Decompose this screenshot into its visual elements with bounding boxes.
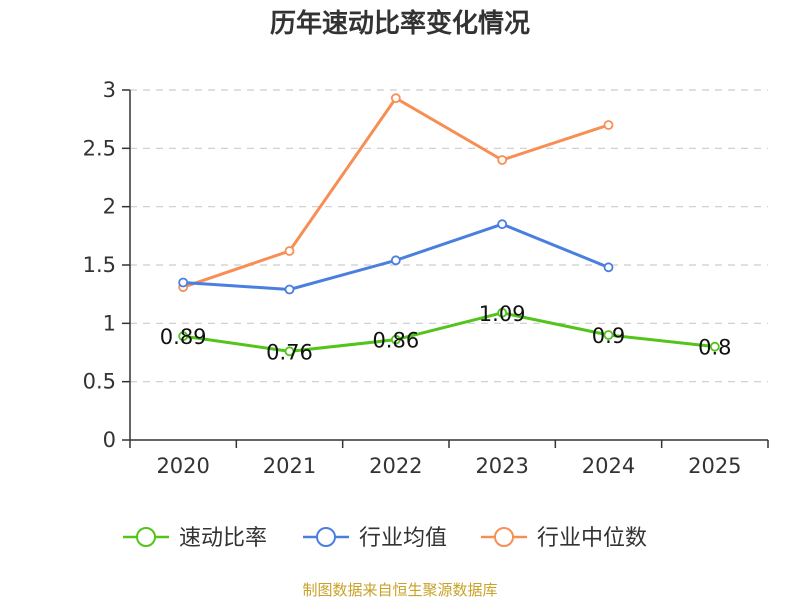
data-label: 1.09 <box>479 302 526 326</box>
data-label: 0.8 <box>698 336 731 360</box>
chart-title: 历年速动比率变化情况 <box>270 8 530 39</box>
series-lines <box>178 93 720 357</box>
y-tick-label: 2 <box>103 195 116 219</box>
y-tick-label: 3 <box>103 78 116 102</box>
legend-label: 速动比率 <box>179 526 267 551</box>
legend: 速动比率 行业均值 行业中位数 <box>123 526 647 551</box>
series-point-0 <box>390 334 401 345</box>
series-line-0 <box>182 311 715 353</box>
series-point-0 <box>709 341 720 352</box>
x-tick-label: 2020 <box>156 454 209 478</box>
series-point-0 <box>284 346 295 357</box>
legend-item-2[interactable]: 行业中位数 <box>481 526 647 551</box>
series-point-1 <box>178 277 189 288</box>
x-tick-label: 2025 <box>688 454 741 478</box>
data-label: 0.86 <box>372 329 419 353</box>
legend-marker-icon <box>316 527 336 547</box>
legend-marker-icon <box>136 527 156 547</box>
series-point-2 <box>603 120 614 130</box>
series-point-0 <box>603 330 614 340</box>
series-point-1 <box>284 284 295 295</box>
series-point-2 <box>390 93 401 104</box>
source-note: 制图数据来自恒生聚源数据库 <box>302 581 497 599</box>
legend-item-1[interactable]: 行业均值 <box>303 526 447 551</box>
legend-label: 行业中位数 <box>537 526 647 551</box>
x-tick-label: 2023 <box>475 454 528 478</box>
data-labels: 0.89 0.76 0.86 1.09 0.9 0.8 <box>160 302 732 365</box>
legend-item-0[interactable]: 速动比率 <box>123 526 267 551</box>
series-point-1 <box>497 219 508 230</box>
y-tick-label: 0 <box>103 428 116 452</box>
y-tick-label: 0.5 <box>83 370 116 394</box>
y-tick-label: 2.5 <box>83 136 116 160</box>
data-label: 0.89 <box>160 325 207 349</box>
series-point-0 <box>178 331 189 342</box>
series-point-2 <box>284 246 295 256</box>
series-point-1 <box>390 255 401 266</box>
x-tick-label: 2024 <box>582 454 635 478</box>
axes: 0 0.5 1 1.5 2 2.5 3 2020 2021 2022 2023 2024 2025 <box>83 78 769 478</box>
legend-label: 行业均值 <box>359 526 447 551</box>
data-label: 0.9 <box>592 324 625 348</box>
data-label: 0.76 <box>266 340 313 364</box>
x-tick-label: 2022 <box>369 454 422 478</box>
y-tick-label: 1 <box>103 311 116 335</box>
y-tick-label: 1.5 <box>83 253 116 277</box>
legend-marker-icon <box>494 527 514 547</box>
series-point-1 <box>603 262 614 273</box>
series-point-0 <box>497 307 508 318</box>
x-tick-label: 2021 <box>263 454 316 478</box>
grid-lines <box>130 89 768 383</box>
series-point-2 <box>497 155 508 165</box>
